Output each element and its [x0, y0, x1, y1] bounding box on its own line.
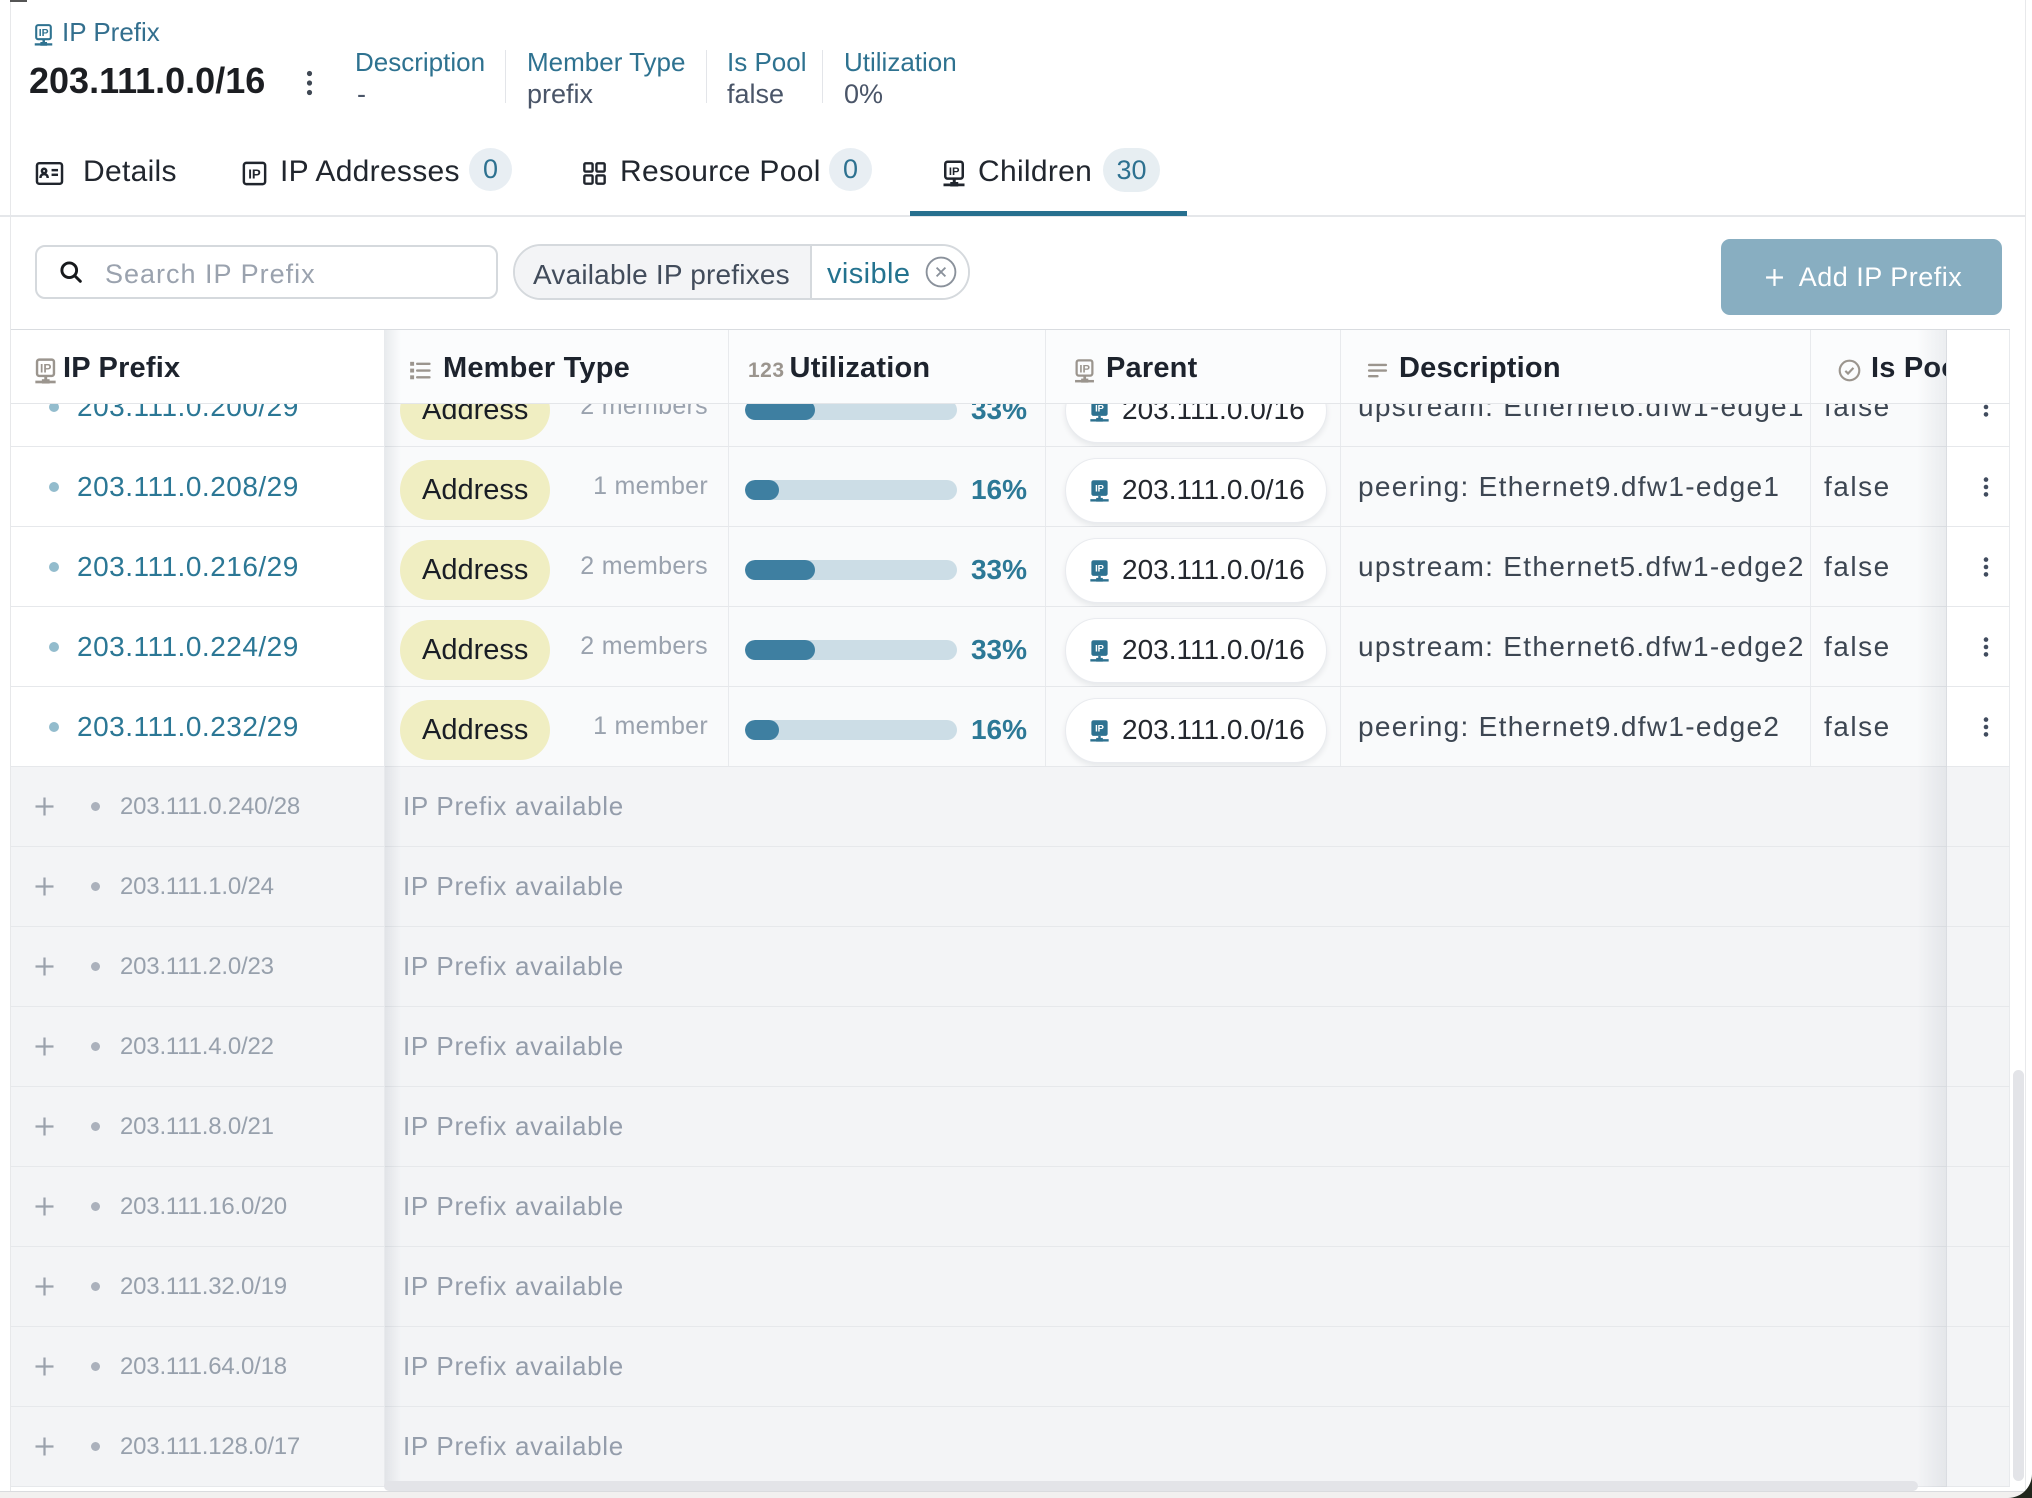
svg-text:IP: IP — [248, 166, 261, 181]
svg-text:IP: IP — [39, 28, 49, 39]
svg-text:IP: IP — [40, 361, 51, 375]
svg-text:IP: IP — [1079, 363, 1090, 375]
svg-text:IP: IP — [1095, 483, 1104, 493]
svg-text:IP: IP — [1095, 643, 1104, 653]
svg-text:IP: IP — [1095, 403, 1104, 413]
svg-text:IP: IP — [1095, 563, 1104, 573]
svg-text:IP: IP — [1095, 723, 1104, 733]
svg-text:IP: IP — [949, 166, 960, 178]
